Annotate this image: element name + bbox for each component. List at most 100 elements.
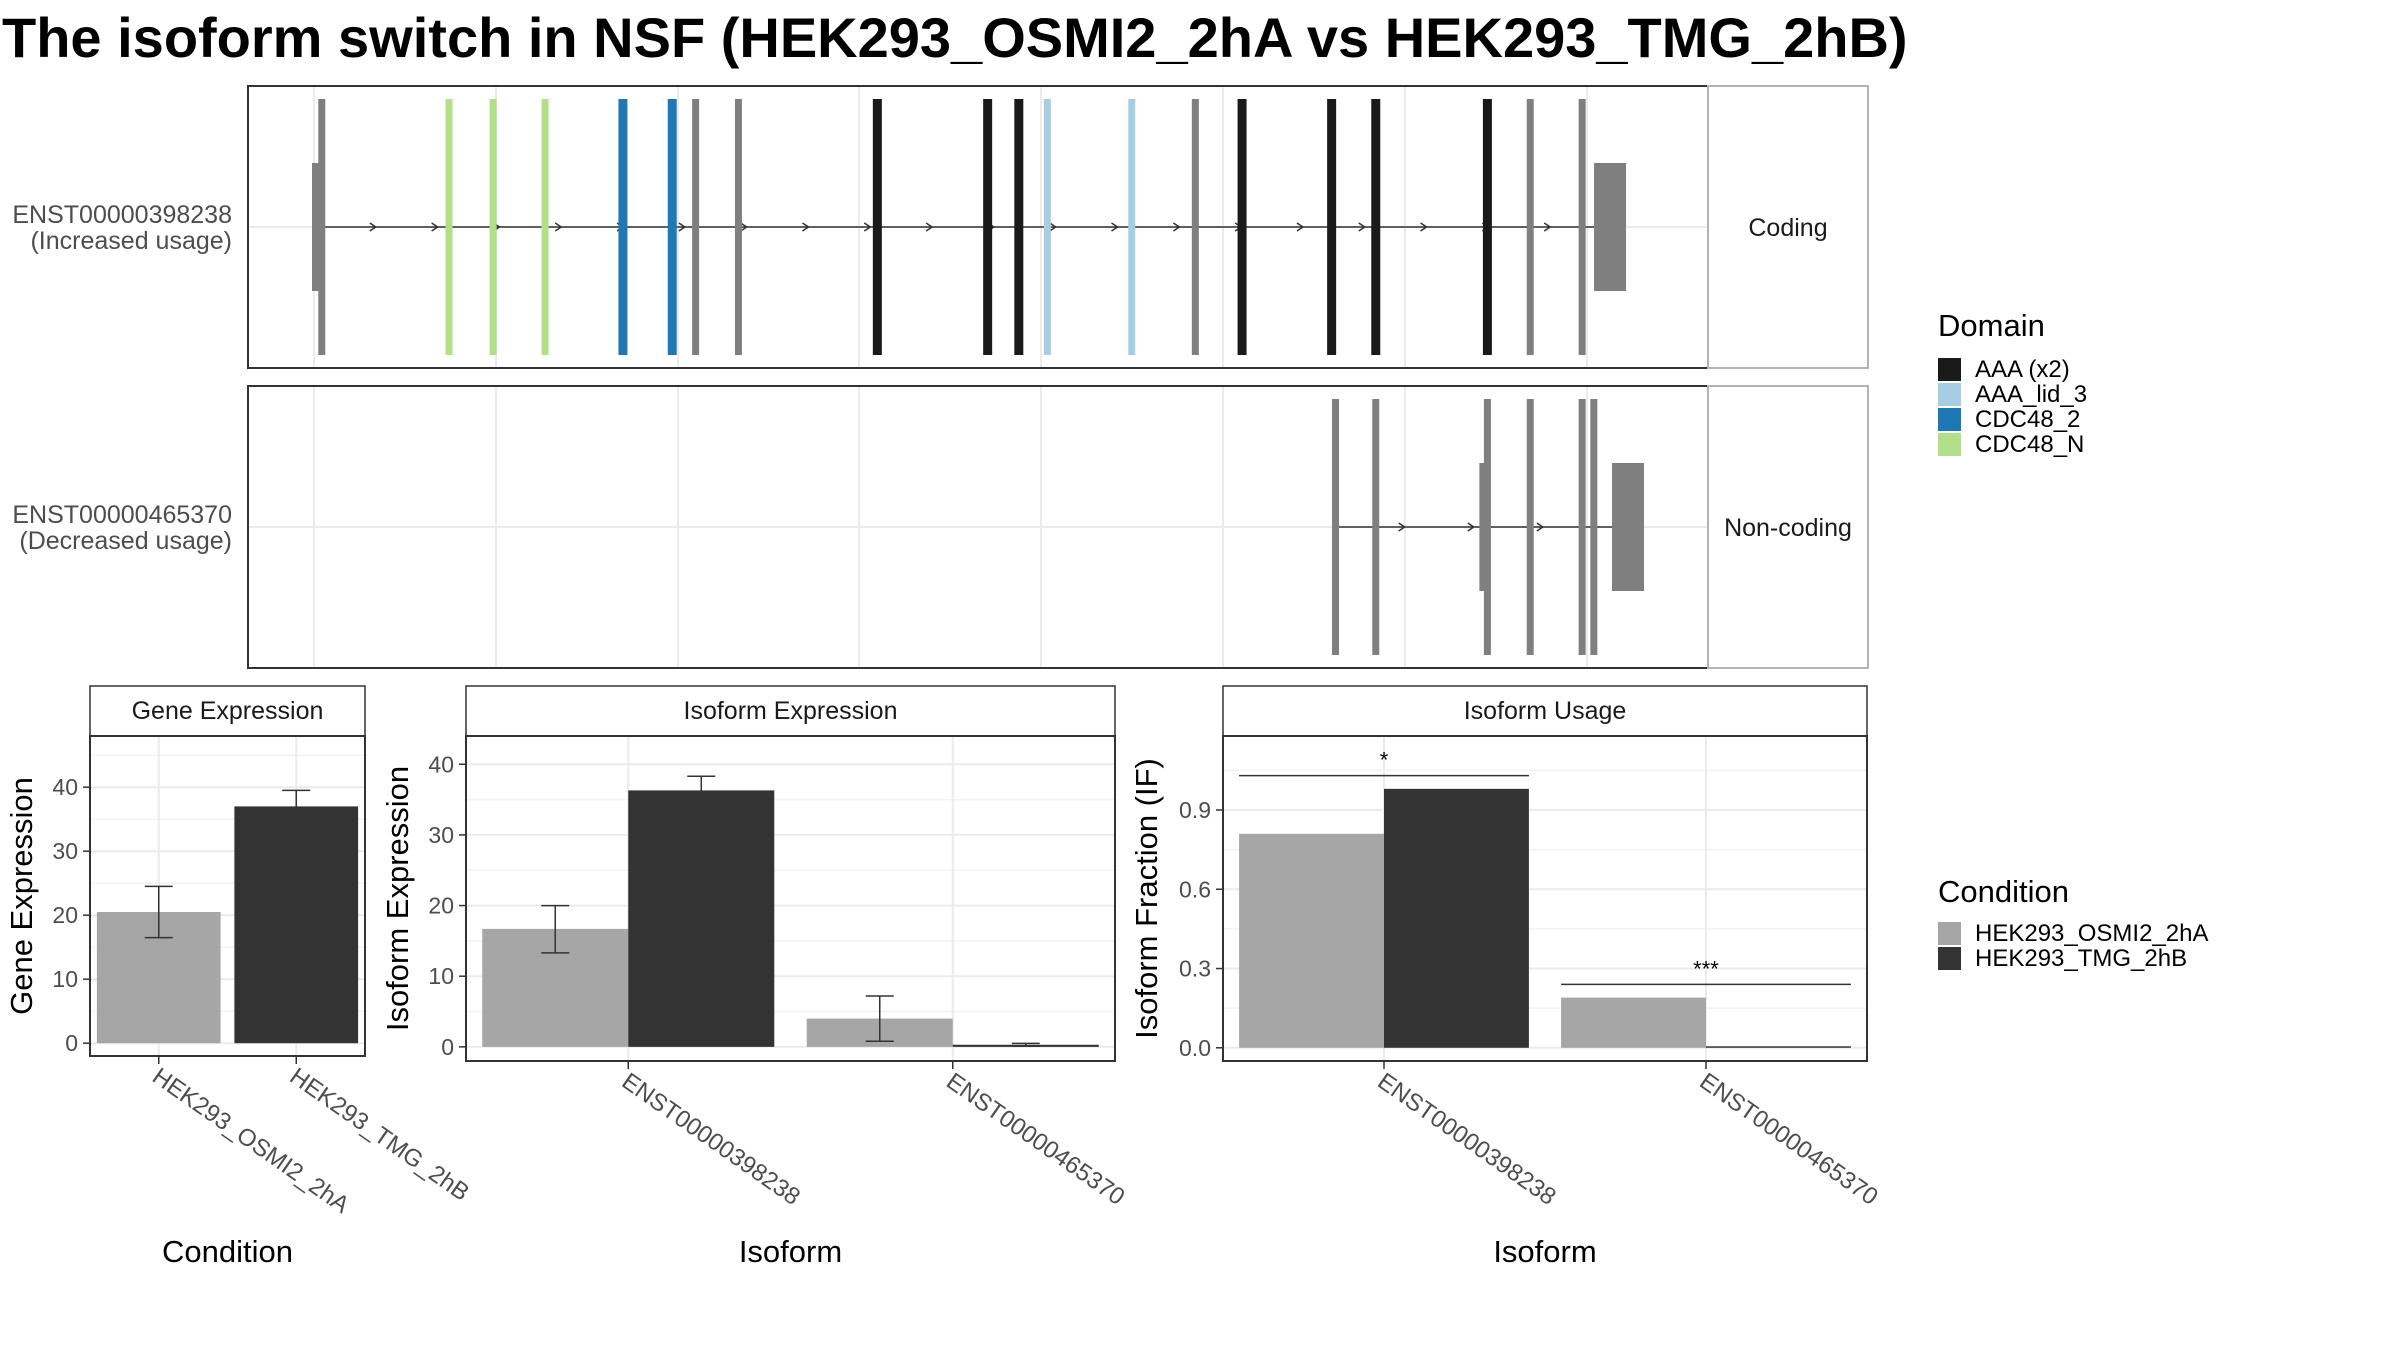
transcript-id-label: ENST00000398238 xyxy=(12,201,232,229)
exon xyxy=(541,99,549,355)
chart-strip xyxy=(1222,685,1868,737)
bar xyxy=(628,790,775,1047)
legend-label: AAA_lid_3 xyxy=(1975,381,2087,408)
utr-block xyxy=(1612,463,1644,591)
exon xyxy=(983,99,993,355)
y-tick-label: 40 xyxy=(52,774,78,800)
error-bar xyxy=(865,995,894,1042)
y-axis-label: Gene Expression xyxy=(4,777,39,1015)
significance-label: * xyxy=(1380,748,1389,773)
type-strip xyxy=(1707,85,1869,369)
utr-block xyxy=(312,163,322,291)
x-axis-label: Isoform xyxy=(1493,1234,1596,1269)
y-tick-label: 20 xyxy=(428,893,454,919)
exon xyxy=(1578,99,1586,355)
direction-arrow xyxy=(678,222,687,232)
chart-title: Isoform Usage xyxy=(1464,697,1627,725)
direction-arrow xyxy=(1111,222,1119,232)
direction-arrow xyxy=(1420,222,1428,232)
direction-arrow xyxy=(431,222,439,232)
y-tick-label: 0 xyxy=(65,1030,78,1056)
y-tick-label: 0.9 xyxy=(1179,797,1211,823)
legend-title: Condition xyxy=(1938,874,2069,909)
y-tick-label: 10 xyxy=(52,966,78,992)
y-tick-label: 0 xyxy=(441,1034,454,1060)
exon xyxy=(1014,99,1024,355)
transcript-1: Coding ENST00000398238(Increased usage) xyxy=(12,85,1869,369)
exon xyxy=(1237,99,1247,355)
error-bar xyxy=(282,789,311,824)
direction-arrow xyxy=(1049,222,1058,232)
exon xyxy=(734,99,742,355)
chart-border xyxy=(465,735,1116,1062)
chart-strip xyxy=(465,685,1116,737)
transcript-usage-label: (Decreased usage) xyxy=(19,527,232,555)
exon xyxy=(1372,399,1380,655)
direction-arrow xyxy=(740,222,749,232)
figure-title: The isoform switch in NSF (HEK293_OSMI2_… xyxy=(2,6,1908,69)
exon xyxy=(1371,99,1381,355)
y-tick-label: 0.0 xyxy=(1179,1035,1211,1061)
y-tick-label: 30 xyxy=(52,838,78,864)
exon xyxy=(1332,399,1340,655)
direction-arrow xyxy=(1536,522,1545,532)
x-tick-label: ENST00000465370 xyxy=(941,1068,1129,1211)
direction-arrow xyxy=(554,222,563,232)
exon xyxy=(1327,99,1337,355)
legend-key xyxy=(1938,358,1961,381)
chart-title: Isoform Expression xyxy=(684,697,898,725)
error-bar xyxy=(1011,1042,1040,1047)
legend-key xyxy=(1938,947,1961,970)
direction-arrow xyxy=(1398,522,1406,532)
y-tick-label: 20 xyxy=(52,902,78,928)
legend-label: HEK293_TMG_2hB xyxy=(1975,945,2187,972)
type-strip xyxy=(1707,385,1869,669)
y-axis-label: Isoform Expression xyxy=(380,766,415,1031)
bar xyxy=(234,806,359,1044)
exon xyxy=(1128,99,1136,355)
legend-key xyxy=(1938,433,1961,456)
x-tick-label: ENST00000398238 xyxy=(617,1068,805,1211)
transcript-panel: Coding ENST00000398238(Increased usage) No… xyxy=(12,85,1869,669)
utr-block xyxy=(1594,163,1627,291)
transcript-id-label: ENST00000465370 xyxy=(12,501,232,529)
legend-label: AAA (x2) xyxy=(1975,356,2070,383)
y-tick-label: 10 xyxy=(428,963,454,989)
transcript-2: Non-coding ENST00000465370(Decreased usag… xyxy=(12,385,1869,669)
y-axis-label: Isoform Fraction (IF) xyxy=(1129,758,1164,1039)
significance-label: *** xyxy=(1693,956,1719,981)
legend-key xyxy=(1938,408,1961,431)
exon xyxy=(1043,99,1051,355)
exon xyxy=(667,99,677,355)
transcript-type-label: Non-coding xyxy=(1724,514,1852,542)
error-bar xyxy=(541,904,570,954)
direction-arrow xyxy=(863,222,872,232)
x-tick-label: ENST00000398238 xyxy=(1373,1068,1561,1211)
direction-arrow xyxy=(1296,222,1305,232)
exon xyxy=(1590,399,1598,655)
y-tick-label: 0.3 xyxy=(1179,956,1211,982)
exon xyxy=(1578,399,1586,655)
bar xyxy=(1384,788,1529,1048)
x-tick-label: ENST00000465370 xyxy=(1695,1068,1883,1211)
bar xyxy=(1239,833,1384,1048)
bar xyxy=(1561,997,1706,1048)
exon xyxy=(1191,99,1199,355)
exon xyxy=(618,99,628,355)
legend-label: HEK293_OSMI2_2hA xyxy=(1975,920,2208,947)
chart-border xyxy=(89,735,366,1057)
exon xyxy=(1526,99,1534,355)
isoform-expression-chart: Isoform Expression 0 10 20 30 40 ENST000003982… xyxy=(380,685,1130,1269)
x-axis-label: Condition xyxy=(162,1234,293,1269)
direction-arrow xyxy=(925,222,934,232)
chart-title: Gene Expression xyxy=(132,697,324,725)
direction-arrow xyxy=(802,222,810,232)
y-tick-label: 0.6 xyxy=(1179,876,1211,902)
bar xyxy=(1706,1046,1851,1048)
transcript-type-label: Coding xyxy=(1748,214,1827,242)
y-tick-label: 40 xyxy=(428,751,454,777)
chart-strip xyxy=(89,685,366,737)
